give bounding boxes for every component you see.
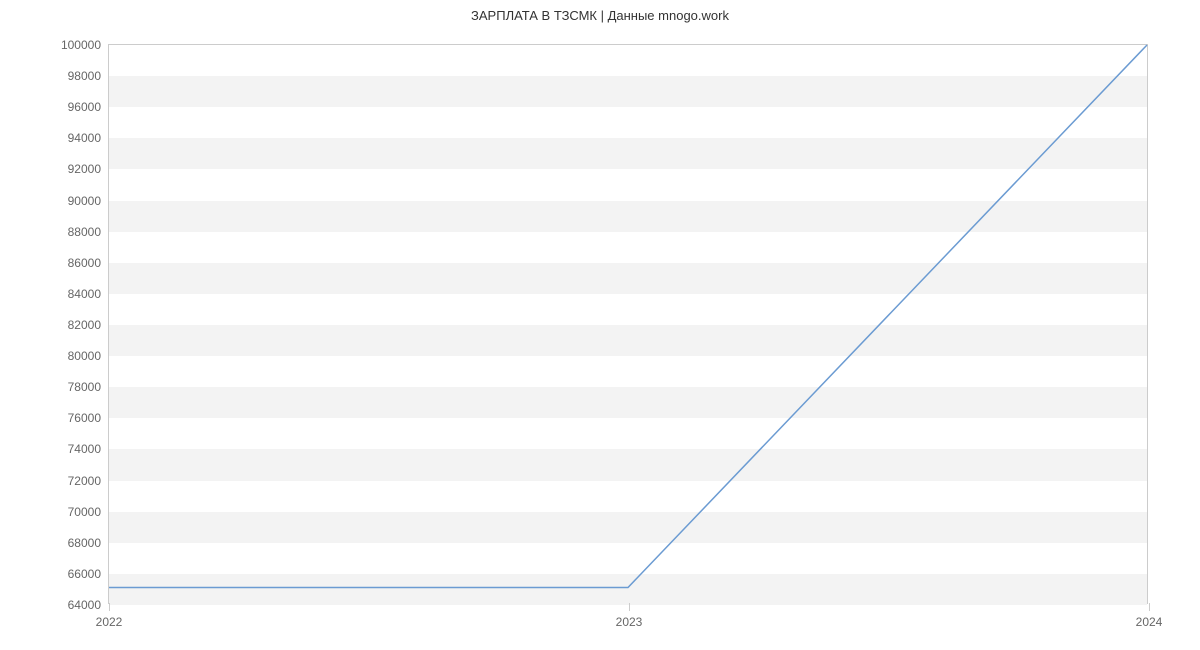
x-axis-tick: [109, 603, 110, 611]
y-axis-tick-label: 80000: [68, 349, 101, 363]
y-axis-tick-label: 70000: [68, 505, 101, 519]
y-axis-tick-label: 90000: [68, 194, 101, 208]
chart-title: ЗАРПЛАТА В ТЗСМК | Данные mnogo.work: [0, 8, 1200, 23]
y-axis-tick-label: 66000: [68, 567, 101, 581]
y-axis-tick-label: 72000: [68, 474, 101, 488]
y-axis-tick-label: 68000: [68, 536, 101, 550]
line-series-svg: [109, 45, 1147, 603]
y-axis-tick-label: 96000: [68, 100, 101, 114]
y-axis-tick-label: 74000: [68, 442, 101, 456]
y-axis-tick-label: 88000: [68, 225, 101, 239]
plot-area: 6400066000680007000072000740007600078000…: [108, 44, 1148, 604]
y-axis-tick-label: 98000: [68, 69, 101, 83]
y-axis-tick-label: 78000: [68, 380, 101, 394]
y-axis-tick-label: 82000: [68, 318, 101, 332]
y-axis-tick-label: 86000: [68, 256, 101, 270]
series-line-salary: [109, 45, 1147, 588]
x-axis-tick-label: 2023: [616, 615, 643, 629]
x-axis-tick: [629, 603, 630, 611]
y-axis-tick-label: 92000: [68, 162, 101, 176]
y-axis-tick-label: 76000: [68, 411, 101, 425]
x-axis-tick: [1149, 603, 1150, 611]
y-axis-tick-label: 64000: [68, 598, 101, 612]
y-axis-tick-label: 84000: [68, 287, 101, 301]
y-axis-tick-label: 94000: [68, 131, 101, 145]
y-axis-tick-label: 100000: [61, 38, 101, 52]
x-axis-tick-label: 2022: [96, 615, 123, 629]
x-axis-tick-label: 2024: [1136, 615, 1163, 629]
chart-container: ЗАРПЛАТА В ТЗСМК | Данные mnogo.work 640…: [0, 0, 1200, 650]
